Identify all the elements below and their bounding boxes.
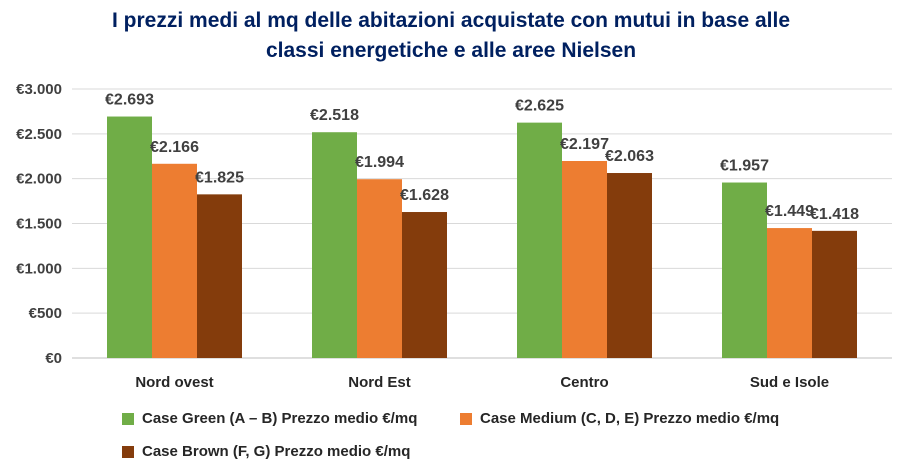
- data-label: €1.957: [720, 158, 769, 175]
- data-label: €2.625: [515, 98, 564, 115]
- legend-item-green: Case Green (A – B) Prezzo medio €/mq: [122, 410, 417, 427]
- legend-item-brown: Case Brown (F, G) Prezzo medio €/mq: [122, 443, 410, 460]
- chart-title-line-1: I prezzi medi al mq delle abitazioni acq…: [112, 9, 790, 32]
- bar: [402, 212, 447, 358]
- bar: [517, 122, 562, 358]
- data-label: €1.994: [355, 154, 404, 171]
- data-label: €1.825: [195, 169, 244, 186]
- chart-title: I prezzi medi al mq delle abitazioni acq…: [0, 6, 902, 66]
- y-tick-label: €500: [29, 305, 62, 322]
- data-label: €2.063: [605, 148, 654, 165]
- x-category-label: Nord Est: [348, 374, 411, 391]
- y-tick-label: €2.000: [16, 171, 62, 188]
- legend-item-medium: Case Medium (C, D, E) Prezzo medio €/mq: [460, 410, 779, 427]
- data-label: €2.518: [310, 107, 359, 124]
- y-tick-label: €0: [45, 350, 62, 367]
- bar: [312, 132, 357, 358]
- legend-swatch-brown: [122, 445, 134, 458]
- data-label: €2.197: [560, 136, 609, 153]
- legend-label-brown: Case Brown (F, G) Prezzo medio €/mq: [142, 443, 411, 460]
- data-label: €2.166: [150, 139, 199, 156]
- y-tick-label: €1.500: [16, 216, 62, 233]
- legend-swatch-medium: [460, 412, 472, 425]
- bar: [812, 230, 857, 358]
- bar: [197, 194, 242, 358]
- bar-chart: €0 €500 €1.000 €1.500 €2.000 €2.500 €3.000 €2.6…: [16, 81, 892, 391]
- bar: [562, 161, 607, 358]
- y-tick-label: €3.000: [16, 81, 62, 98]
- bar: [357, 179, 402, 358]
- data-label: €1.449: [765, 203, 814, 220]
- x-category-label: Centro: [560, 374, 608, 391]
- chart-title-line-2: classi energetiche e alle aree Nielsen: [265, 39, 637, 62]
- bar: [722, 182, 767, 358]
- y-tick-label: €1.000: [16, 260, 62, 277]
- legend-label-medium: Case Medium (C, D, E) Prezzo medio €/mq: [480, 410, 780, 427]
- data-label: €2.693: [105, 92, 154, 109]
- data-label: €1.628: [400, 187, 449, 204]
- x-category-label: Nord ovest: [135, 374, 213, 391]
- bar: [607, 173, 652, 358]
- bar: [767, 228, 812, 358]
- legend-label-green: Case Green (A – B) Prezzo medio €/mq: [142, 410, 418, 427]
- y-tick-label: €2.500: [16, 126, 62, 143]
- legend-swatch-green: [122, 412, 134, 425]
- bar: [152, 163, 197, 358]
- bar: [107, 116, 152, 358]
- data-label: €1.418: [810, 206, 859, 223]
- x-category-label: Sud e Isole: [750, 374, 829, 391]
